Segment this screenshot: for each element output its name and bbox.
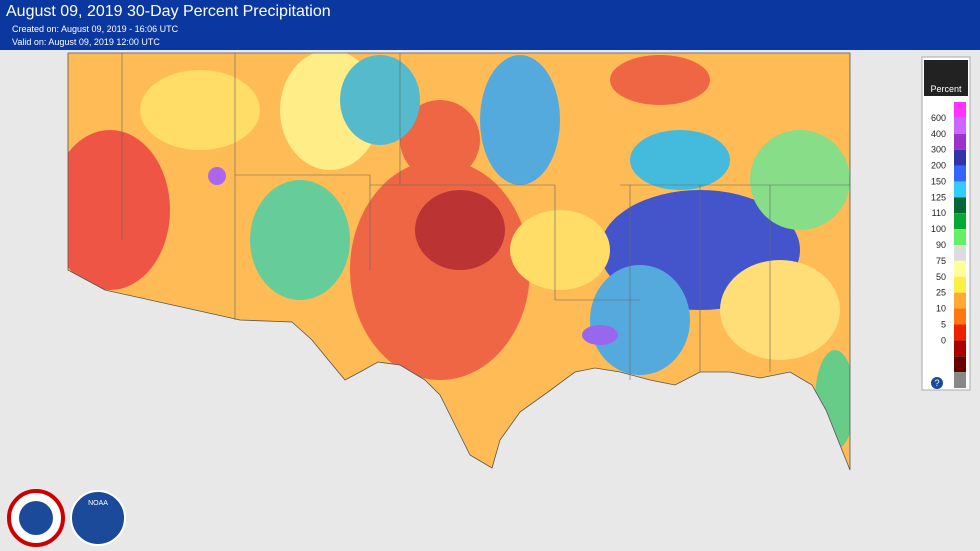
legend-swatch — [954, 308, 966, 325]
title: August 09, 2019 30-Day Percent Precipita… — [6, 3, 331, 20]
legend-label: 400 — [931, 129, 946, 139]
legend-label: 100 — [931, 224, 946, 234]
legend-label: 600 — [931, 113, 946, 123]
legend-label: 200 — [931, 161, 946, 171]
valid: Valid on: August 09, 2019 12:00 UTC — [12, 37, 160, 47]
legend-swatch — [954, 165, 966, 182]
legend-swatch — [954, 149, 966, 166]
legend-header — [924, 60, 968, 96]
legend-label: 125 — [931, 192, 946, 202]
legend-label: 50 — [936, 272, 946, 282]
legend-swatch — [954, 229, 966, 245]
legend-swatch — [954, 324, 966, 341]
logos: NOAA — [7, 489, 126, 547]
noaa-text: NOAA — [88, 500, 108, 507]
legend-swatch — [954, 372, 966, 388]
created: Created on: August 09, 2019 - 16:06 UTC — [12, 24, 179, 34]
legend-swatch — [954, 340, 966, 357]
nws-inner — [19, 501, 53, 535]
help-icon[interactable] — [931, 377, 943, 389]
legend-swatch — [954, 102, 966, 118]
legend-swatch — [954, 276, 966, 293]
legend-swatch — [954, 197, 966, 214]
legend-swatch — [954, 356, 966, 373]
legend-label: 90 — [936, 240, 946, 250]
legend-label: 110 — [932, 208, 946, 218]
header: August 09, 2019 30-Day Percent Precipita… — [0, 0, 980, 50]
legend-label: 0 — [941, 335, 946, 345]
legend-label: 25 — [936, 288, 946, 298]
legend-swatch — [954, 117, 966, 134]
legend-swatch — [954, 292, 966, 309]
legend: Percent 60040030020015012511010090755025… — [921, 56, 971, 391]
legend-swatch — [954, 245, 966, 261]
legend-label: 150 — [931, 176, 946, 186]
legend-swatch — [954, 260, 966, 277]
state-borders — [121, 53, 850, 380]
legend-title: Percent — [930, 84, 962, 94]
legend-swatch — [954, 213, 966, 230]
legend-label: 5 — [941, 319, 946, 329]
legend-label: 300 — [931, 145, 946, 155]
legend-swatch — [954, 133, 966, 150]
legend-label: 10 — [936, 304, 946, 314]
coastline — [67, 52, 851, 471]
precip-field — [68, 53, 850, 470]
noaa-logo — [70, 490, 126, 546]
help-text[interactable]: ? — [934, 378, 939, 388]
legend-label: 75 — [936, 256, 946, 266]
legend-swatch — [954, 181, 966, 198]
